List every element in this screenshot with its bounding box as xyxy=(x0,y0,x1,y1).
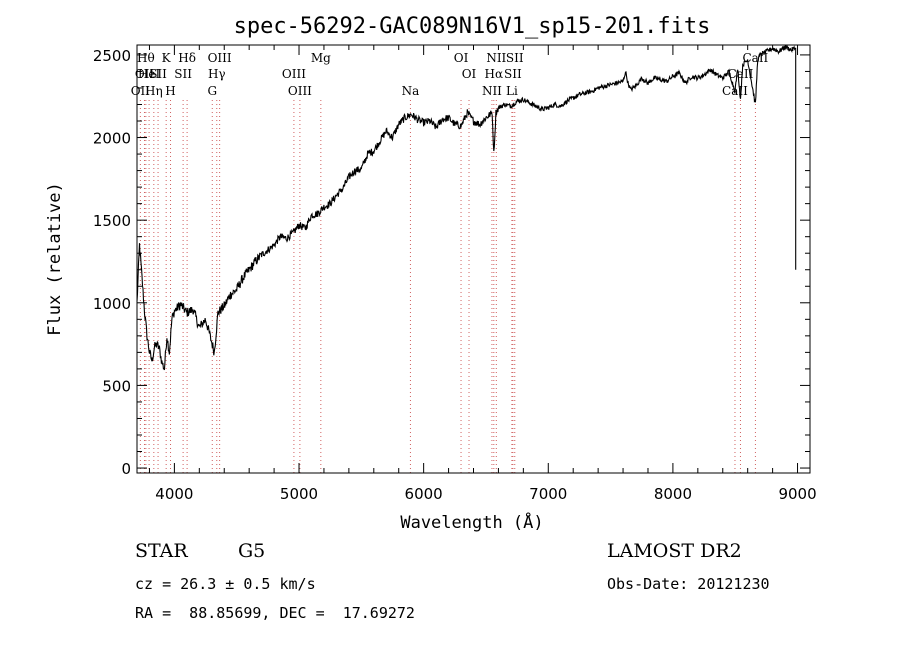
object-subclass: G5 xyxy=(238,540,266,562)
object-class: STAR xyxy=(135,540,188,562)
survey-name: LAMOST DR2 xyxy=(607,540,742,562)
spectral-line-label: NII xyxy=(482,84,502,98)
plot-frame xyxy=(136,44,811,474)
spectral-line-label: NII xyxy=(486,51,506,65)
obs-date: Obs-Date: 20121230 xyxy=(607,575,770,593)
spectral-line-label: SII xyxy=(174,67,192,81)
spectral-line-markers xyxy=(139,100,756,473)
spectral-line-label: Na xyxy=(402,84,420,98)
spectral-line-label: Hγ xyxy=(208,67,226,81)
y-tick-label: 2000 xyxy=(93,130,131,148)
chart-title: spec-56292-GAC089N16V1_sp15-201.fits xyxy=(234,14,711,39)
x-tick-label: 6000 xyxy=(405,485,443,503)
spectral-line-label: Mg xyxy=(311,51,331,65)
spectral-line-label: SII xyxy=(149,67,167,81)
y-tick-label: 2500 xyxy=(93,47,131,65)
spectral-line-label: SII xyxy=(504,67,522,81)
spectral-line-label: Hδ xyxy=(178,51,196,65)
x-tick-label: 5000 xyxy=(280,485,318,503)
x-tick-label: 4000 xyxy=(155,485,193,503)
y-tick-label: 1500 xyxy=(93,212,131,230)
spectral-line-label: HeI xyxy=(138,67,161,81)
y-axis-ticks: 0 500 1000 1500 2000 2500 xyxy=(93,47,810,478)
spectral-line-label: CaII xyxy=(728,67,754,81)
x-tick-label: 7000 xyxy=(529,485,567,503)
spectral-line-label: OII xyxy=(135,67,155,81)
spectral-line-label: Hη xyxy=(145,84,163,98)
y-tick-label: 1000 xyxy=(93,295,131,313)
y-axis-label: Flux (relative) xyxy=(45,182,65,336)
spectral-line-label: OIII xyxy=(282,67,306,81)
x-axis-ticks: 4000 5000 6000 7000 8000 9000 xyxy=(148,45,817,503)
spectral-line-label: OI xyxy=(454,51,469,65)
flux-series-line xyxy=(136,44,797,371)
x-axis-label: Wavelength (Å) xyxy=(400,511,543,533)
y-tick-label: 0 xyxy=(121,460,131,478)
spectral-line-label: Li xyxy=(506,84,518,98)
spectral-line-label: SII xyxy=(506,51,524,65)
spectral-line-label: Hα xyxy=(485,67,504,81)
x-tick-label: 8000 xyxy=(654,485,692,503)
coordinates-text: RA = 88.85699, DEC = 17.69272 xyxy=(135,604,415,622)
spectral-line-label: G xyxy=(207,84,217,98)
spectral-line-label: OIII xyxy=(288,84,312,98)
spectral-line-label: K xyxy=(162,51,172,65)
y-tick-label: 500 xyxy=(102,377,131,395)
spectral-line-label: Hθ xyxy=(137,51,155,65)
x-tick-label: 9000 xyxy=(778,485,816,503)
redshift-text: cz = 26.3 ± 0.5 km/s xyxy=(135,575,316,593)
spectral-line-labels: OIIOIIHθHeIHηSIIKHSIIHδGHγOIIIOIIIOIIIMg… xyxy=(131,51,769,98)
spectral-line-label: OIII xyxy=(208,51,232,65)
spectral-line-label: OI xyxy=(462,67,477,81)
spectral-line-label: OII xyxy=(131,84,151,98)
spectral-line-label: H xyxy=(165,84,175,98)
